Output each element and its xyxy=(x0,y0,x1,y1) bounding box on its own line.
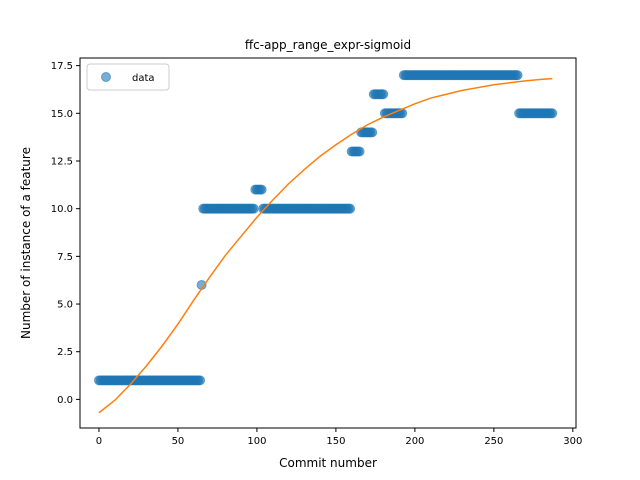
y-tick-label: 12.5 xyxy=(51,156,73,167)
fit-layer xyxy=(98,77,553,414)
data-point xyxy=(256,184,267,195)
x-axis-title: Commit number xyxy=(279,456,377,470)
y-axis-title: Number of instance of a feature xyxy=(19,147,33,339)
legend: data xyxy=(86,63,170,91)
x-tick-label: 250 xyxy=(484,436,503,447)
x-tick-label: 300 xyxy=(563,436,582,447)
x-tick-label: 0 xyxy=(96,436,102,447)
plot-area xyxy=(93,70,558,414)
x-tick-label: 150 xyxy=(326,436,345,447)
axes-frame xyxy=(79,57,577,429)
data-point xyxy=(345,203,356,214)
x-tick-label: 50 xyxy=(172,436,185,447)
sigmoid-fit-line xyxy=(98,77,553,414)
data-point xyxy=(367,127,378,138)
y-tick-label: 15.0 xyxy=(51,109,73,120)
data-point xyxy=(248,203,259,214)
data-point xyxy=(547,108,558,119)
x-axis-ticks: 0 50 100 150 200 250 300 xyxy=(96,428,582,447)
y-tick-label: 7.5 xyxy=(57,252,73,263)
data-layer xyxy=(93,70,558,386)
y-axis-ticks: 0.0 2.5 5.0 7.5 10.0 12.5 15.0 17.5 xyxy=(51,61,80,406)
data-point xyxy=(512,70,523,81)
y-tick-label: 10.0 xyxy=(51,204,73,215)
y-tick-label: 2.5 xyxy=(57,347,73,358)
data-point xyxy=(354,146,365,157)
legend-marker-data xyxy=(101,72,111,82)
y-tick-label: 0.0 xyxy=(57,395,73,406)
y-tick-label: 17.5 xyxy=(51,61,73,72)
legend-label-data: data xyxy=(132,73,155,84)
y-tick-label: 5.0 xyxy=(57,300,73,311)
data-point xyxy=(195,375,206,386)
chart-title: ffc-app_range_expr-sigmoid xyxy=(245,38,411,52)
x-tick-label: 100 xyxy=(247,436,266,447)
x-tick-label: 200 xyxy=(405,436,424,447)
legend-box xyxy=(86,63,170,91)
data-point xyxy=(378,89,389,100)
